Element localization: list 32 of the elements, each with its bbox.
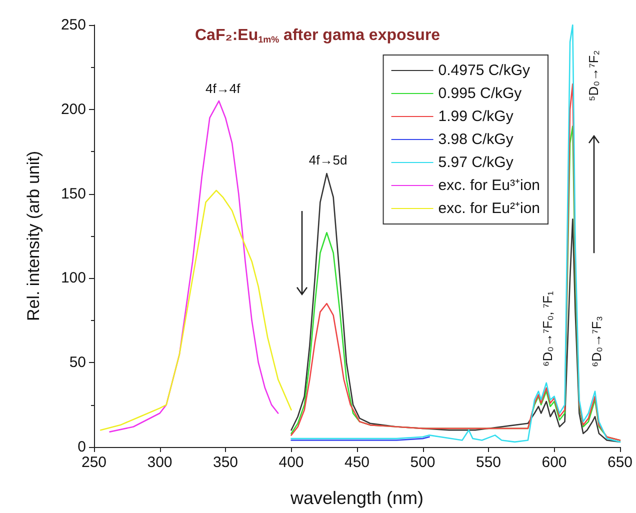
y-tick-label: 150 xyxy=(60,185,86,202)
x-tick-label: 400 xyxy=(278,454,304,471)
legend-label: 3.98 C/kGy xyxy=(438,131,514,148)
legend-label: exc. for Eu³⁺ion xyxy=(438,177,540,194)
line-series xyxy=(109,100,279,432)
annotation: 4f→4f xyxy=(206,80,241,96)
line-series xyxy=(290,172,621,443)
x-tick-label: 450 xyxy=(344,454,370,471)
legend-label: exc. for Eu²⁺ion xyxy=(438,200,540,217)
legend-label: 5.97 C/kGy xyxy=(438,154,514,171)
y-tick-label: 0 xyxy=(78,438,86,456)
x-axis-title: wavelength (nm) xyxy=(289,488,424,508)
annotation: 4f→5d xyxy=(308,152,348,168)
x-tick-label: 550 xyxy=(476,454,502,471)
annotation: ⁵D₀→⁷F₂ xyxy=(586,50,602,102)
y-tick-label: 250 xyxy=(60,16,86,34)
x-tick-label: 250 xyxy=(81,454,107,471)
y-tick-label: 50 xyxy=(69,354,86,372)
annotation: ⁶D₀→⁷F₀, ⁷F₁ xyxy=(540,290,555,367)
legend-label: 0.4975 C/kGy xyxy=(438,62,531,79)
y-tick-label: 200 xyxy=(60,100,86,118)
legend-label: 1.99 C/kGy xyxy=(438,108,514,125)
x-tick-label: 500 xyxy=(410,454,436,471)
y-tick-label: 100 xyxy=(60,270,86,287)
legend-label: 0.995 C/kGy xyxy=(438,85,522,102)
x-tick-label: 350 xyxy=(212,454,238,471)
x-tick-label: 600 xyxy=(542,454,567,471)
annotation: ⁶D₀→⁷F₃ xyxy=(588,316,604,368)
x-tick-label: 300 xyxy=(147,454,172,471)
line-series xyxy=(100,190,292,431)
y-axis-title: Rel. intensity (arb unit) xyxy=(24,150,43,322)
x-tick-label: 650 xyxy=(607,454,633,471)
